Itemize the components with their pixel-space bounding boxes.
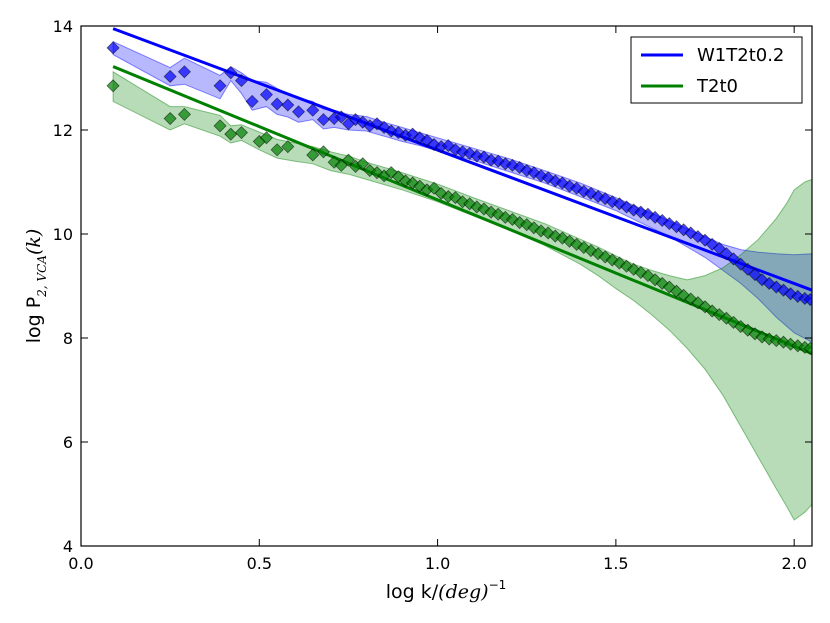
y-tick-label: 14 xyxy=(53,17,73,36)
point-w1t2t0-2 xyxy=(234,74,249,88)
x-axis-label-exponent: −1 xyxy=(489,578,507,592)
point-t2t0 xyxy=(803,341,812,355)
point-t2t0 xyxy=(316,145,331,159)
y-tick-label: 4 xyxy=(63,537,73,556)
point-w1t2t0-2 xyxy=(803,292,812,307)
point-t2t0 xyxy=(213,119,227,133)
point-w1t2t0-2 xyxy=(163,69,177,84)
point-w1t2t0-2 xyxy=(306,103,320,117)
point-w1t2t0-2 xyxy=(224,66,238,80)
y-axis-label-tail: (k) xyxy=(23,229,45,255)
legend: W1T2t0.2 T2t0 xyxy=(630,36,803,104)
point-w1t2t0-2 xyxy=(270,97,284,111)
point-w1t2t0-2 xyxy=(259,88,273,102)
legend-label-t2t0: T2t0 xyxy=(696,76,738,97)
y-axis-label-subscript: 2, VCA xyxy=(35,255,49,298)
point-t2t0 xyxy=(281,140,295,154)
point-w1t2t0-2 xyxy=(245,94,259,108)
legend-label-w1t2t0-2: W1T2t0.2 xyxy=(697,45,784,66)
point-w1t2t0-2 xyxy=(213,79,227,93)
point-t2t0 xyxy=(259,131,273,145)
point-w1t2t0-2 xyxy=(719,247,733,261)
plot-background xyxy=(81,26,812,546)
x-tick-label: 1.5 xyxy=(603,554,628,573)
y-tick-label: 6 xyxy=(63,433,73,452)
point-w1t2t0-2 xyxy=(177,65,191,79)
x-tick-label: 2.0 xyxy=(781,554,806,573)
point-t2t0 xyxy=(270,143,284,157)
point-w1t2t0-2 xyxy=(316,113,331,127)
point-t2t0 xyxy=(341,153,356,167)
legend-box xyxy=(630,36,803,104)
point-w1t2t0-2 xyxy=(334,110,348,124)
point-w1t2t0-2 xyxy=(106,41,120,55)
x-axis-label-math: (deg) xyxy=(438,581,488,603)
point-t2t0 xyxy=(584,244,598,258)
point-t2t0 xyxy=(356,157,370,171)
point-t2t0 xyxy=(163,111,177,126)
x-tick-label: 1.0 xyxy=(425,554,450,573)
plot-frame xyxy=(80,25,813,547)
y-tick-label: 10 xyxy=(53,225,73,244)
x-axis-label: log k/(deg)−1 xyxy=(386,578,507,603)
y-axis-label: log P2, VCA(k) xyxy=(23,229,49,344)
point-w1t2t0-2 xyxy=(281,98,295,112)
y-tick-label: 12 xyxy=(53,121,73,140)
point-t2t0 xyxy=(306,148,320,162)
x-axis-ticks: 0.0 0.5 1.0 1.5 2.0 xyxy=(68,26,807,573)
band-w1t2t0-2 xyxy=(112,40,812,343)
x-axis-label-text: log k/ xyxy=(386,581,439,603)
y-axis-label-text: log P xyxy=(23,297,45,343)
point-t2t0 xyxy=(106,79,120,93)
y-axis-ticks: 4 6 8 10 12 14 xyxy=(53,17,812,556)
data-points xyxy=(106,41,812,355)
y-tick-label: 8 xyxy=(63,329,73,348)
x-tick-label: 0.0 xyxy=(68,554,93,573)
point-t2t0 xyxy=(177,107,191,121)
x-tick-label: 0.5 xyxy=(247,554,272,573)
point-t2t0 xyxy=(591,247,605,261)
point-t2t0 xyxy=(234,126,249,140)
point-w1t2t0-2 xyxy=(291,105,306,119)
point-t2t0 xyxy=(224,127,238,141)
